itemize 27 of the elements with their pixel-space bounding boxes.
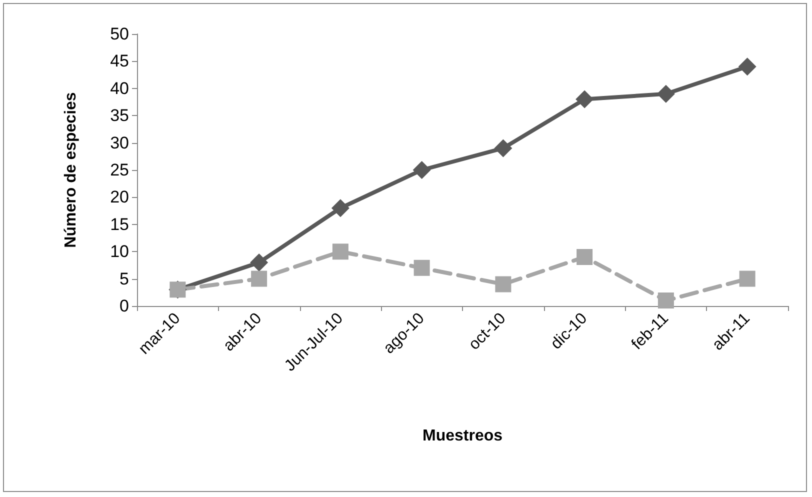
point	[251, 270, 268, 287]
y-axis-title: Número de especies	[62, 92, 80, 248]
y-tick-label: 15	[110, 214, 129, 234]
point	[738, 58, 756, 76]
point	[331, 199, 350, 218]
y-tick-label: 10	[110, 242, 129, 262]
y-tick-label: 20	[110, 188, 129, 207]
y-tick-label: 5	[120, 269, 129, 288]
point	[250, 253, 268, 272]
y-tick-label: 35	[110, 106, 129, 126]
y-tick-label: 30	[110, 133, 129, 152]
y-tick-label: 0	[120, 296, 129, 316]
y-tick-label: 45	[110, 52, 129, 71]
point	[495, 276, 512, 292]
point	[576, 249, 593, 266]
x-axis-title: Muestreos	[422, 428, 503, 444]
y-tick-label: 50	[110, 24, 129, 44]
point	[414, 260, 430, 276]
point	[576, 90, 594, 108]
point	[332, 244, 348, 260]
point	[658, 292, 674, 309]
y-tick-label: 25	[110, 160, 129, 180]
point	[739, 270, 756, 287]
point	[412, 161, 431, 179]
y-tick-label: 40	[110, 78, 129, 98]
point	[494, 139, 512, 158]
point	[656, 84, 675, 103]
